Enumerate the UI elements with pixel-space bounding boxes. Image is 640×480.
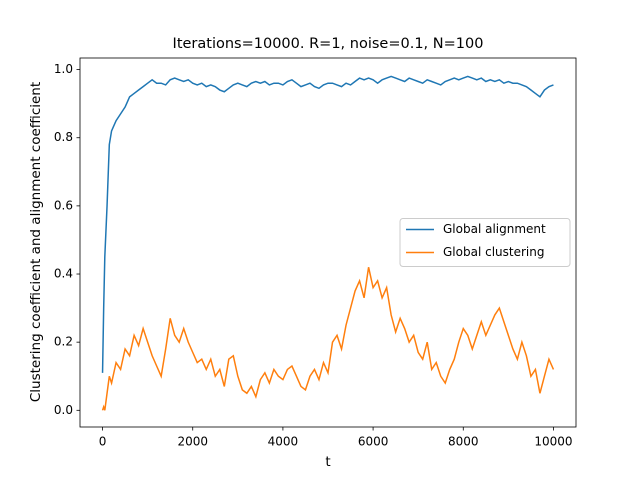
y-tick-label: 0.8 [54,130,73,144]
x-tick-label: 0 [99,435,107,449]
plot-frame [79,57,577,428]
x-tick-label: 4000 [268,435,299,449]
data-line [101,75,554,373]
x-tick-label: 10000 [534,435,572,449]
y-tick-label: 1.0 [54,62,73,76]
y-tick-label: 0.6 [54,198,73,212]
x-tick-label: 6000 [358,435,389,449]
legend-label: Global alignment [443,222,546,236]
data-line [101,267,555,411]
legend-label: Global clustering [443,245,544,259]
x-axis-label: t [325,454,330,470]
y-tick-label: 0.0 [54,403,73,417]
legend-box [399,218,571,267]
x-tick-label: 2000 [177,435,208,449]
x-tick-label: 8000 [448,435,479,449]
y-tick-label: 0.2 [54,335,73,349]
y-axis-label: Clustering coefficient and alignment coe… [28,82,44,402]
chart-title: Iterations=10000. R=1, noise=0.1, N=100 [173,36,484,52]
y-tick-label: 0.4 [54,267,73,281]
